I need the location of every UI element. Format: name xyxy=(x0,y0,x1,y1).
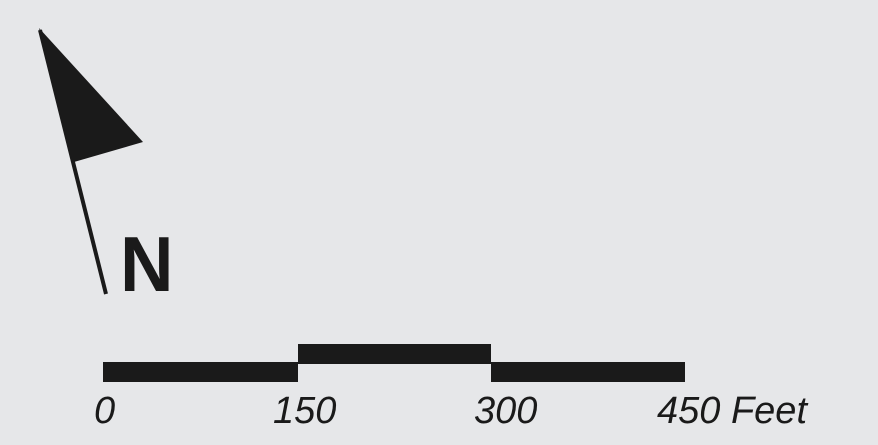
scale-tick-label: 300 xyxy=(474,390,538,432)
scale-tick-label: 150 xyxy=(273,390,337,432)
scale-bar-segment xyxy=(298,344,491,364)
scale-bar-segment xyxy=(103,362,298,382)
north-label: N xyxy=(120,220,174,308)
scale-bar-segment xyxy=(491,362,685,382)
scale-tick-label: 0 xyxy=(94,390,116,432)
north-arrow-pole xyxy=(38,29,108,295)
north-arrow-icon xyxy=(38,28,143,295)
north-arrow-head xyxy=(39,28,143,162)
scale-tick-label: 450 Feet xyxy=(657,390,807,432)
